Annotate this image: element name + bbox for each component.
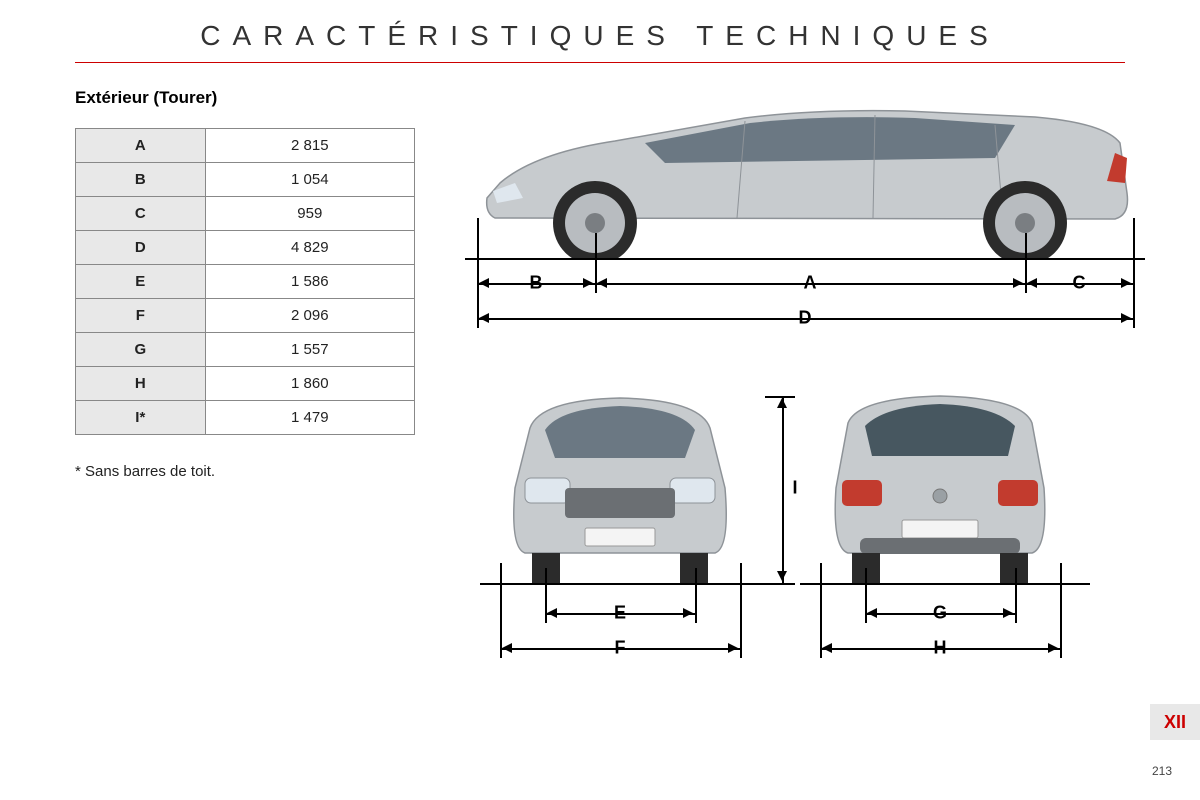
table-row: E1 586 — [76, 265, 415, 299]
subheading: Extérieur (Tourer) — [75, 88, 435, 108]
footnote: * Sans barres de toit. — [75, 463, 435, 480]
table-row: F2 096 — [76, 299, 415, 333]
dim-label-C: C — [1073, 273, 1086, 294]
ground-line-front — [480, 583, 770, 585]
table-value: 2 096 — [205, 299, 414, 333]
table-value: 1 557 — [205, 333, 414, 367]
table-row: D4 829 — [76, 231, 415, 265]
content-area: Extérieur (Tourer) A2 815B1 054C959D4 82… — [0, 88, 1200, 688]
table-key: A — [76, 129, 206, 163]
dim-I — [773, 396, 791, 583]
car-rear-silhouette-icon — [810, 388, 1070, 588]
title-rule — [75, 62, 1125, 63]
diagram-area: B A C D — [465, 88, 1145, 688]
page-number: 213 — [1152, 764, 1172, 778]
ext-line — [1015, 568, 1017, 623]
table-value: 1 860 — [205, 367, 414, 401]
ground-line-rear — [800, 583, 1090, 585]
dim-label-B: B — [530, 273, 543, 294]
dim-label-H: H — [934, 638, 947, 659]
ext-line — [1060, 563, 1062, 658]
dim-label-G: G — [933, 603, 947, 624]
dim-label-A: A — [804, 273, 817, 294]
ext-line — [695, 568, 697, 623]
table-value: 1 479 — [205, 401, 414, 435]
table-key: F — [76, 299, 206, 333]
ext-line — [1133, 218, 1135, 328]
car-side-silhouette-icon — [475, 103, 1135, 258]
table-row: G1 557 — [76, 333, 415, 367]
table-key: D — [76, 231, 206, 265]
table-row: C959 — [76, 197, 415, 231]
left-column: Extérieur (Tourer) A2 815B1 054C959D4 82… — [75, 88, 435, 688]
table-key: B — [76, 163, 206, 197]
car-side-view: B A C D — [465, 103, 1145, 338]
table-row: I*1 479 — [76, 401, 415, 435]
table-key: I* — [76, 401, 206, 435]
ext-line — [765, 583, 795, 585]
ground-line-side — [465, 258, 1145, 260]
page-title: CARACTÉRISTIQUES TECHNIQUES — [0, 0, 1200, 62]
dim-label-F: F — [615, 638, 626, 659]
table-key: G — [76, 333, 206, 367]
dimensions-table: A2 815B1 054C959D4 829E1 586F2 096G1 557… — [75, 128, 415, 435]
table-value: 4 829 — [205, 231, 414, 265]
table-row: H1 860 — [76, 367, 415, 401]
table-value: 959 — [205, 197, 414, 231]
table-value: 1 054 — [205, 163, 414, 197]
section-tab: XII — [1150, 704, 1200, 740]
car-front-silhouette-icon — [490, 388, 750, 588]
dim-label-E: E — [614, 603, 626, 624]
table-row: A2 815 — [76, 129, 415, 163]
table-key: C — [76, 197, 206, 231]
table-row: B1 054 — [76, 163, 415, 197]
table-key: E — [76, 265, 206, 299]
right-column: B A C D — [465, 88, 1145, 688]
dim-label-I: I — [792, 478, 797, 499]
front-rear-row: I E F — [465, 388, 1145, 688]
dim-label-D: D — [799, 308, 812, 329]
table-value: 2 815 — [205, 129, 414, 163]
table-key: H — [76, 367, 206, 401]
ext-line — [740, 563, 742, 658]
table-value: 1 586 — [205, 265, 414, 299]
